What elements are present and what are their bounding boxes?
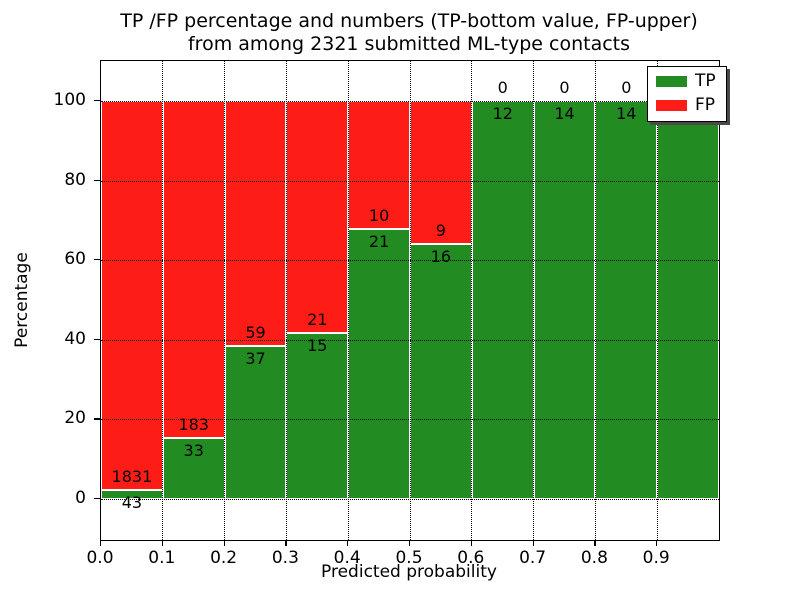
- x-tick-mark: [347, 540, 349, 546]
- plot-area: 1831431833359372115102191601201401403 TP…: [100, 60, 727, 541]
- x-tick-label: 0.8: [580, 548, 608, 568]
- chart-title-line1: TP /FP percentage and numbers (TP-bottom…: [120, 10, 698, 32]
- legend: TP FP: [647, 66, 727, 122]
- vertical-gridline: [471, 61, 473, 540]
- tp-count-label: 15: [307, 336, 328, 356]
- bar-fp-segment: [286, 101, 349, 334]
- chart-title: TP /FP percentage and numbers (TP-bottom…: [100, 10, 718, 56]
- x-tick-label: 0.1: [148, 548, 176, 568]
- x-tick-mark: [409, 540, 411, 546]
- x-tick-label: 0.3: [271, 548, 299, 568]
- tp-count-label: 33: [183, 441, 204, 461]
- tp-count-label: 14: [554, 104, 575, 123]
- horizontal-gridline: [101, 180, 719, 182]
- vertical-gridline: [594, 61, 596, 540]
- tp-color-swatch: [656, 76, 687, 87]
- vertical-gridline: [347, 61, 349, 540]
- x-tick-mark: [470, 540, 473, 546]
- vertical-gridline: [533, 61, 535, 540]
- fp-count-label: 1831: [111, 466, 153, 486]
- x-tick-mark: [532, 540, 534, 546]
- x-tick-label: 0.2: [210, 548, 238, 568]
- legend-label-fp: FP: [695, 95, 716, 115]
- horizontal-gridline: [101, 101, 719, 102]
- bar-fp-segment: [162, 101, 225, 439]
- bar-tp-segment: [471, 101, 534, 499]
- fp-count-label: 183: [178, 415, 209, 435]
- fp-count-label: 0: [497, 78, 508, 97]
- bar-tp-segment: [595, 101, 658, 499]
- y-tick-mark: [94, 498, 100, 500]
- horizontal-gridline: [101, 339, 719, 341]
- tp-count-label: 21: [368, 232, 390, 252]
- legend-label-tp: TP: [695, 71, 716, 91]
- y-tick-label: 100: [53, 90, 86, 110]
- chart-title-line2: from among 2321 submitted ML-type contac…: [187, 33, 631, 55]
- fp-color-swatch: [656, 100, 687, 111]
- fp-count-label: 0: [621, 78, 632, 97]
- x-tick-label: 0.9: [642, 548, 670, 568]
- x-tick-mark: [100, 540, 102, 546]
- x-tick-mark: [285, 540, 287, 546]
- y-axis-label: Percentage: [12, 252, 32, 348]
- x-tick-label: 0.4: [333, 548, 361, 568]
- vertical-gridline: [162, 61, 164, 540]
- y-tick-mark: [94, 418, 100, 420]
- vertical-gridline: [285, 61, 287, 540]
- x-tick-label: 0.6: [457, 548, 485, 568]
- bar-fp-segment: [101, 101, 163, 490]
- fp-count-label: 21: [307, 310, 328, 330]
- x-tick-label: 0.7: [519, 548, 547, 568]
- x-tick-label: 0.5: [395, 548, 423, 568]
- y-tick-label: 60: [64, 249, 86, 270]
- x-tick-mark: [161, 540, 164, 546]
- fp-count-label: 59: [245, 322, 266, 342]
- x-tick-mark: [656, 540, 658, 546]
- tp-count-label: 16: [430, 247, 452, 267]
- y-tick-label: 80: [64, 169, 86, 190]
- x-tick-mark: [594, 540, 596, 546]
- y-tick-mark: [94, 259, 100, 261]
- y-tick-mark: [94, 338, 100, 341]
- y-tick-label: 20: [64, 408, 86, 429]
- y-tick-mark: [94, 100, 100, 102]
- bar-tp-segment: [657, 101, 719, 499]
- fp-count-label: 0: [559, 78, 570, 97]
- horizontal-gridline: [101, 419, 719, 421]
- bar-fp-segment: [224, 101, 287, 346]
- x-tick-label: 0.0: [86, 548, 114, 568]
- tp-count-label: 14: [616, 104, 637, 123]
- vertical-gridline: [409, 61, 411, 540]
- bar-tp-segment: [533, 101, 596, 499]
- vertical-gridline: [656, 61, 658, 540]
- y-tick-label: 40: [64, 328, 86, 349]
- tp-count-label: 43: [121, 492, 143, 512]
- x-axis-label: Predicted probability: [321, 562, 497, 582]
- vertical-gridline: [224, 61, 226, 540]
- legend-item-fp: FP: [656, 96, 716, 115]
- bar-tp-segment: [410, 244, 472, 499]
- legend-item-tp: TP: [656, 72, 716, 91]
- x-tick-mark: [223, 540, 225, 546]
- horizontal-gridline: [101, 260, 719, 262]
- tp-count-label: 37: [245, 348, 266, 368]
- y-tick-mark: [94, 179, 100, 181]
- bar-tp-segment: [348, 229, 410, 499]
- bar-tp-segment: [224, 345, 287, 499]
- y-tick-label: 0: [75, 488, 86, 508]
- bar-tp-segment: [286, 333, 349, 499]
- fp-count-label: 10: [368, 206, 390, 226]
- horizontal-gridline: [101, 499, 719, 500]
- fp-count-label: 9: [435, 221, 446, 241]
- tp-count-label: 12: [492, 104, 513, 123]
